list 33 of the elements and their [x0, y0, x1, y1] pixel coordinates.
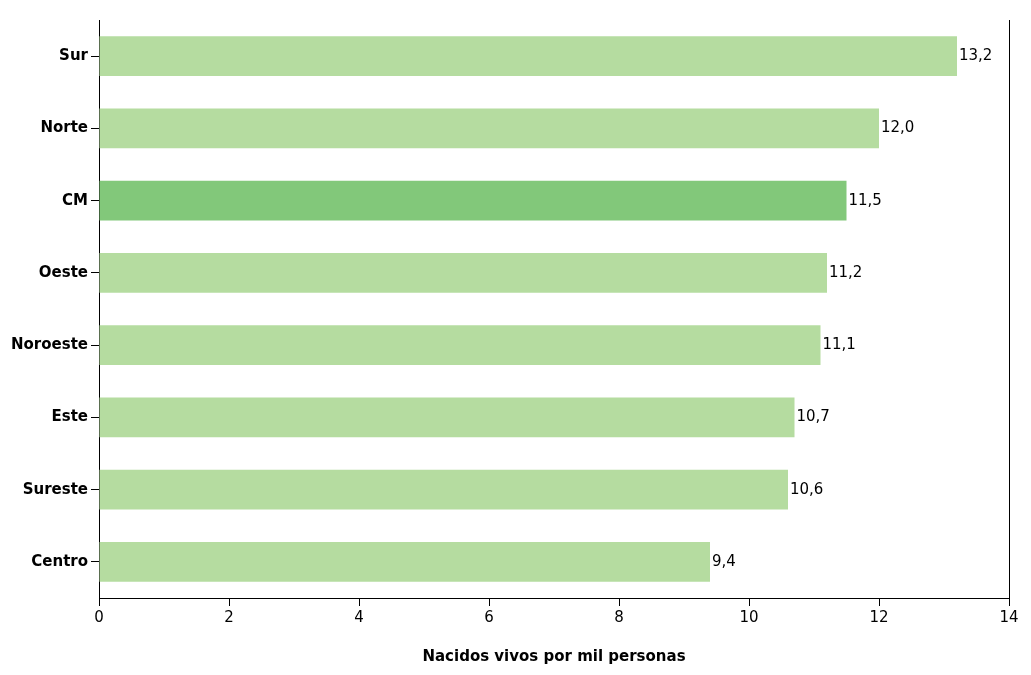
data-label: 9,4 — [712, 551, 736, 570]
y-tick-label: Norte — [40, 118, 89, 137]
data-label: 11,5 — [848, 190, 882, 209]
data-label: 10,7 — [796, 407, 830, 426]
x-tick-label: 12 — [869, 607, 889, 626]
x-tick-label: 4 — [354, 607, 364, 626]
x-tick-label: 2 — [224, 607, 234, 626]
y-tick-label: CM — [62, 190, 89, 209]
data-label: 13,2 — [959, 46, 993, 65]
bar — [99, 180, 847, 221]
bar — [99, 253, 827, 293]
bar — [99, 469, 788, 510]
data-label: 11,1 — [822, 335, 856, 354]
bar — [99, 542, 710, 582]
y-tick-label: Noroeste — [10, 335, 89, 354]
y-tick-label: Sureste — [22, 479, 89, 498]
data-label: 11,2 — [829, 262, 863, 281]
y-tick-label: Este — [51, 407, 89, 426]
x-tick-label: 10 — [739, 607, 759, 626]
y-tick-label: Centro — [31, 551, 89, 570]
x-axis-title: Nacidos vivos por mil personas — [422, 646, 686, 665]
bar — [99, 108, 879, 149]
bar — [99, 325, 821, 365]
bar — [99, 36, 957, 76]
x-tick-label: 6 — [484, 607, 494, 626]
bar — [99, 397, 795, 438]
data-label: 12,0 — [881, 118, 915, 137]
data-label: 10,6 — [790, 479, 824, 498]
x-tick-label: 0 — [94, 607, 104, 626]
x-tick-label: 8 — [614, 607, 624, 626]
y-tick-label: Oeste — [38, 262, 89, 281]
y-tick-label: Sur — [59, 46, 89, 65]
x-tick-label: 14 — [999, 607, 1019, 626]
